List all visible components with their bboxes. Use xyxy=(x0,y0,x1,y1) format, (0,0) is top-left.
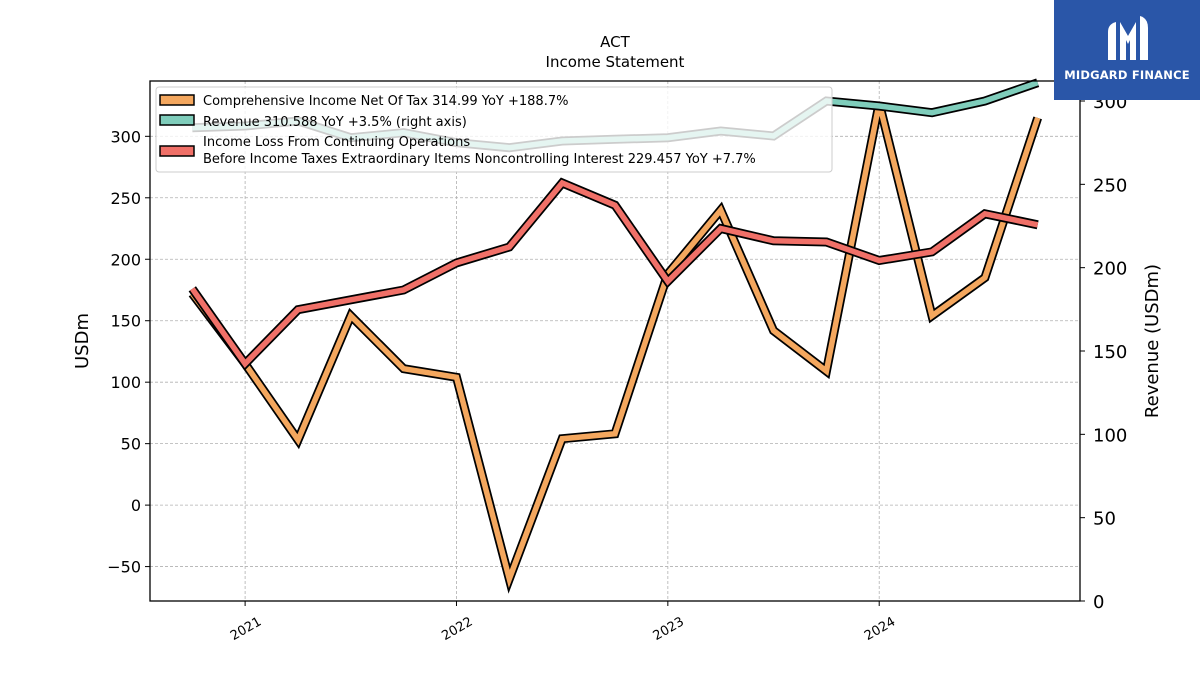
legend-swatch-revenue xyxy=(159,114,195,126)
y2-tick-label: 250 xyxy=(1093,175,1127,196)
y-tick-label: 150 xyxy=(110,312,141,331)
y2-tick-label: 100 xyxy=(1093,425,1127,446)
right-axis-label: Revenue (USDm) xyxy=(1142,264,1163,418)
y-tick-label: −50 xyxy=(107,558,141,577)
left-axis-label: USDm xyxy=(72,313,93,369)
x-axis-ticks: 2021 2022 2023 2024 xyxy=(228,601,898,644)
y-tick-label: 50 xyxy=(121,435,141,454)
y-tick-label: 0 xyxy=(131,496,141,515)
legend-label-pretax-line2: Before Income Taxes Extraordinary Items … xyxy=(203,152,756,167)
legend-item-comprehensive: Comprehensive Income Net Of Tax 314.99 Y… xyxy=(159,94,568,109)
y-tick-label: 300 xyxy=(110,127,141,146)
legend-swatch-pretax xyxy=(159,145,195,157)
legend-label-comprehensive: Comprehensive Income Net Of Tax 314.99 Y… xyxy=(203,94,568,109)
legend-label-pretax-line1: Income Loss From Continuing Operations xyxy=(203,135,470,150)
y2-tick-label: 150 xyxy=(1093,342,1127,363)
chart-title: ACT xyxy=(600,33,630,51)
legend-label-pretax: Income Loss From Continuing Operations B… xyxy=(203,135,756,167)
logo-emblem-icon xyxy=(1108,16,1148,60)
chart-subtitle: Income Statement xyxy=(546,53,685,71)
gridlines xyxy=(150,81,1080,601)
series-outline-pretax xyxy=(188,177,1039,371)
legend-label-revenue: Revenue 310.588 YoY +3.5% (right axis) xyxy=(203,115,467,130)
y-tick-label: 250 xyxy=(110,189,141,208)
y2-tick-label: 50 xyxy=(1093,509,1116,530)
series-line-comprehensive xyxy=(190,102,1041,588)
series-line-pretax xyxy=(190,179,1039,368)
left-axis-ticks: −50 0 50 100 150 200 250 300 xyxy=(107,127,150,577)
x-tick-label: 2023 xyxy=(651,614,687,644)
x-tick-label: 2024 xyxy=(862,614,898,644)
x-tick-label: 2021 xyxy=(228,614,264,644)
legend-swatch-comprehensive xyxy=(159,94,195,106)
logo-text: MIDGARD FINANCE xyxy=(1064,68,1190,82)
legend-item-revenue: Revenue 310.588 YoY +3.5% (right axis) xyxy=(159,114,467,130)
y2-tick-label: 0 xyxy=(1093,592,1104,613)
x-tick-label: 2022 xyxy=(439,614,475,644)
series-outline-comprehensive xyxy=(188,102,1042,594)
legend: Comprehensive Income Net Of Tax 314.99 Y… xyxy=(155,86,833,173)
y-tick-label: 100 xyxy=(110,373,141,392)
midgard-finance-logo: MIDGARD FINANCE xyxy=(1054,0,1200,100)
plot-frame xyxy=(149,80,1081,602)
y2-tick-label: 200 xyxy=(1093,259,1127,280)
y-tick-label: 200 xyxy=(110,250,141,269)
legend-frame xyxy=(155,86,833,173)
legend-item-pretax: Income Loss From Continuing Operations B… xyxy=(159,135,756,167)
